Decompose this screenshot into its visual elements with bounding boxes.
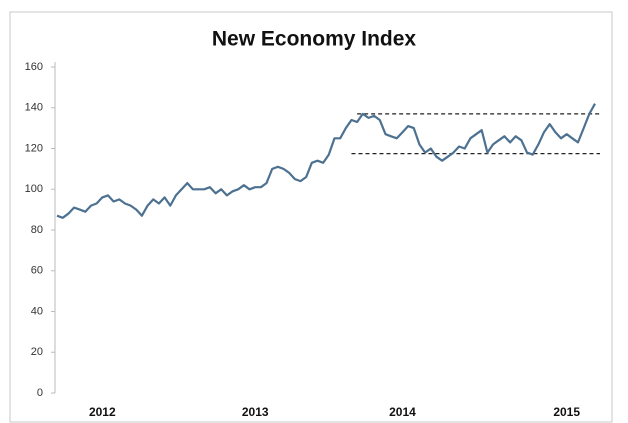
chart-frame (9, 11, 613, 423)
y-tick-label: 20 (31, 346, 43, 358)
y-tick-label: 100 (25, 183, 43, 195)
y-tick-label: 140 (25, 102, 43, 114)
x-tick-label: 2012 (89, 405, 116, 419)
y-tick-label: 160 (25, 61, 43, 73)
y-tick-label: 120 (25, 142, 43, 154)
x-tick-label: 2013 (242, 405, 269, 419)
y-tick-label: 60 (31, 265, 43, 277)
data-line (56, 103, 596, 219)
x-tick-label: 2014 (389, 405, 416, 419)
y-tick-label: 40 (31, 305, 43, 317)
chart-title: New Economy Index (212, 28, 417, 51)
y-tick-label: 80 (31, 224, 43, 236)
x-tick-label: 2015 (553, 405, 580, 419)
y-tick-label: 0 (37, 387, 43, 399)
